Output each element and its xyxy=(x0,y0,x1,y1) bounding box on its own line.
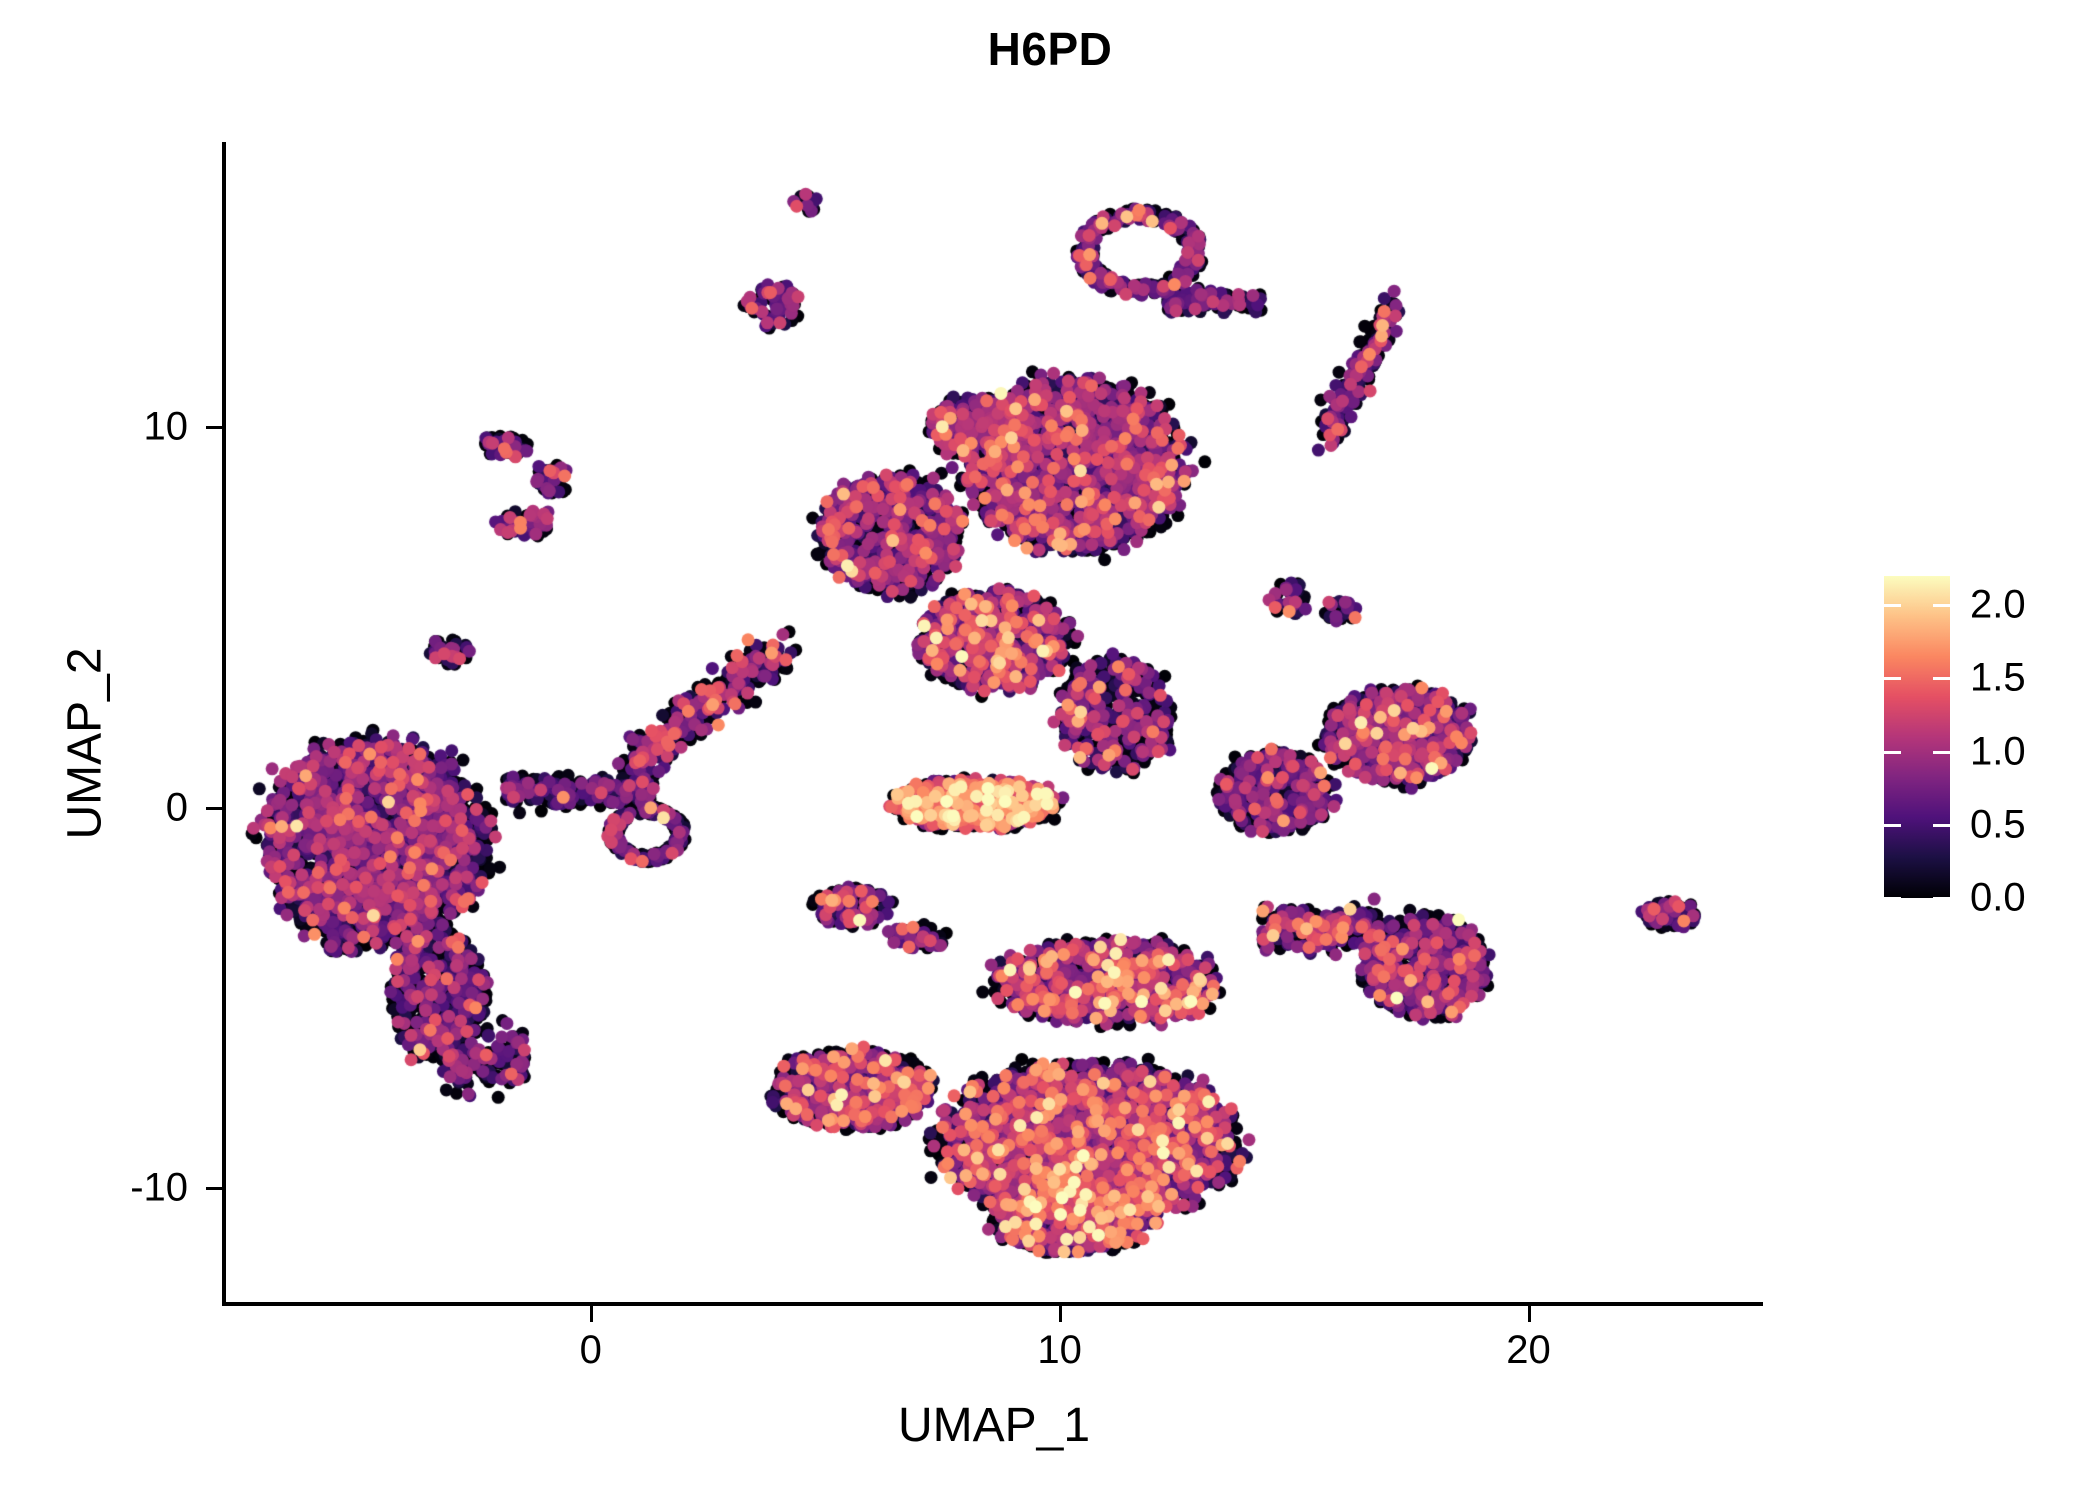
colorbar-tick-label: 2.0 xyxy=(1970,582,2026,627)
colorbar-tick-label: 0.5 xyxy=(1970,802,2026,847)
colorbar-tick-mark xyxy=(1884,897,1901,900)
colorbar-tick-mark xyxy=(1884,823,1901,827)
colorbar-tick-label: 1.0 xyxy=(1970,729,2026,774)
colorbar-tick-label: 0.0 xyxy=(1970,875,2026,920)
scatter-canvas xyxy=(225,142,1763,1302)
y-tick-mark xyxy=(206,426,222,430)
y-tick-mark xyxy=(206,1186,222,1190)
colorbar-tick-label: 1.5 xyxy=(1970,655,2026,700)
colorbar-tick-mark xyxy=(1933,604,1950,608)
y-tick-label: -10 xyxy=(130,1165,188,1210)
y-tick-label: 0 xyxy=(165,785,188,830)
colorbar-tick-mark xyxy=(1884,750,1901,754)
colorbar-tick-mark xyxy=(1884,677,1901,681)
y-tick-mark xyxy=(206,806,222,810)
colorbar-gradient xyxy=(1884,576,1950,898)
colorbar-tick-mark xyxy=(1933,677,1950,681)
x-tick-label: 10 xyxy=(1037,1328,1082,1372)
colorbar-tick-mark xyxy=(1933,897,1950,900)
page-title: H6PD xyxy=(987,23,1113,75)
y-axis-title: UMAP_2 xyxy=(58,647,112,840)
y-tick-label: 10 xyxy=(143,404,189,449)
x-tick-label: 0 xyxy=(579,1328,602,1372)
x-axis-title: UMAP_1 xyxy=(897,1399,1091,1452)
x-tick-mark xyxy=(1058,1306,1062,1322)
x-tick-label: 20 xyxy=(1506,1328,1551,1372)
y-axis-line xyxy=(222,142,226,1305)
colorbar-tick-mark xyxy=(1933,823,1950,827)
x-tick-mark xyxy=(1527,1306,1531,1322)
plot-panel xyxy=(225,142,1763,1302)
colorbar-tick-mark xyxy=(1933,750,1950,754)
x-tick-mark xyxy=(589,1306,593,1322)
colorbar-tick-mark xyxy=(1884,604,1901,608)
x-axis-line xyxy=(222,1302,1763,1306)
